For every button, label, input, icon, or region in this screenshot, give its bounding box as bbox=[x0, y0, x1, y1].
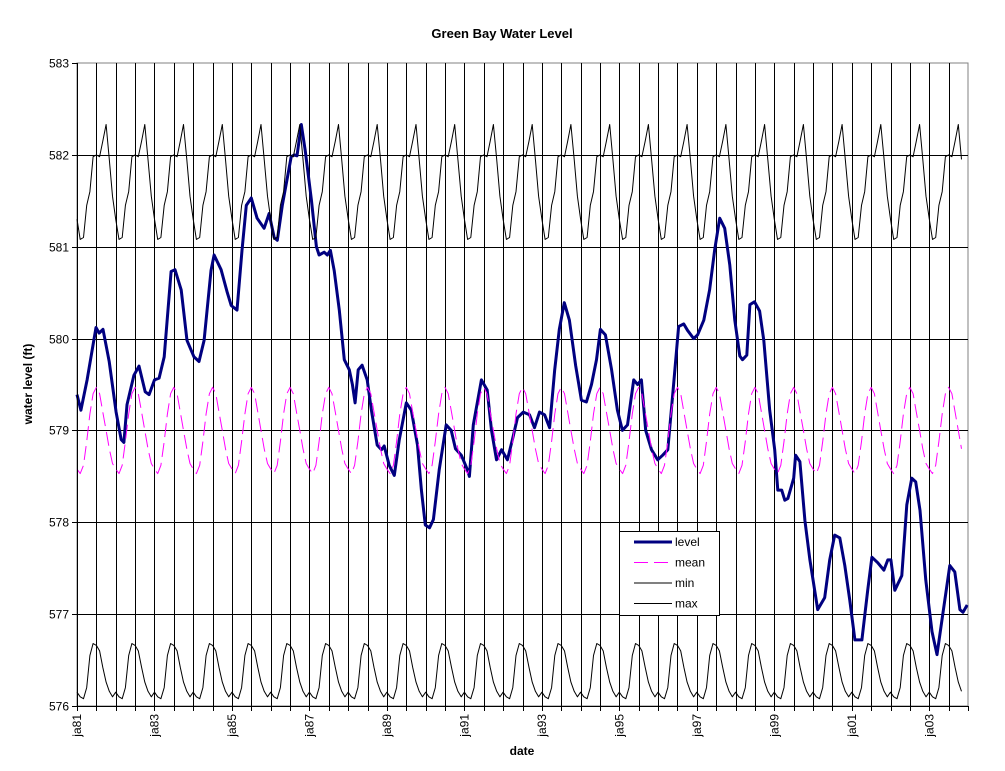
legend-label-max: max bbox=[675, 597, 698, 611]
y-tick-label: 579 bbox=[49, 424, 69, 438]
x-tick-label: ja87 bbox=[302, 714, 316, 738]
x-tick-label: ja93 bbox=[535, 714, 549, 738]
y-tick-label: 576 bbox=[49, 700, 69, 714]
x-axis-label: date bbox=[510, 744, 535, 758]
x-tick-label: ja95 bbox=[612, 714, 626, 738]
y-tick-label: 581 bbox=[49, 241, 69, 255]
series-max-line bbox=[76, 124, 962, 240]
axes: 576 577 578 579 580 581 582 583 ja81 ja83 ja85 ja87… bbox=[49, 57, 969, 738]
x-tick-label: ja01 bbox=[845, 714, 859, 738]
y-tick-label: 582 bbox=[49, 149, 69, 163]
series-mean-line bbox=[76, 386, 962, 475]
x-tick-label: ja81 bbox=[70, 714, 84, 738]
chart-title: Green Bay Water Level bbox=[431, 26, 572, 41]
series-level-line bbox=[75, 123, 969, 657]
series-group bbox=[75, 123, 969, 700]
x-tick-label: ja97 bbox=[690, 714, 704, 738]
x-tick-label: ja99 bbox=[767, 714, 781, 738]
x-tick-label: ja89 bbox=[380, 714, 394, 738]
x-tick-label: ja91 bbox=[457, 714, 471, 738]
y-tick-label: 577 bbox=[49, 608, 69, 622]
x-tick-label: ja03 bbox=[922, 714, 936, 738]
y-tick-label: 580 bbox=[49, 333, 69, 347]
y-tick-label: 583 bbox=[49, 57, 69, 71]
legend-label-min: min bbox=[675, 576, 694, 590]
y-tick-label: 578 bbox=[49, 516, 69, 530]
legend: level mean min max bbox=[619, 531, 720, 616]
y-axis-label: water level (ft) bbox=[21, 344, 35, 426]
x-tick-label: ja85 bbox=[225, 714, 239, 738]
gridlines bbox=[76, 62, 969, 707]
plot-area bbox=[76, 62, 969, 707]
x-tick-label: ja83 bbox=[147, 714, 161, 738]
legend-label-level: level bbox=[675, 535, 700, 549]
series-min-line bbox=[76, 643, 962, 700]
legend-label-mean: mean bbox=[675, 556, 705, 570]
legend-box bbox=[619, 531, 720, 616]
